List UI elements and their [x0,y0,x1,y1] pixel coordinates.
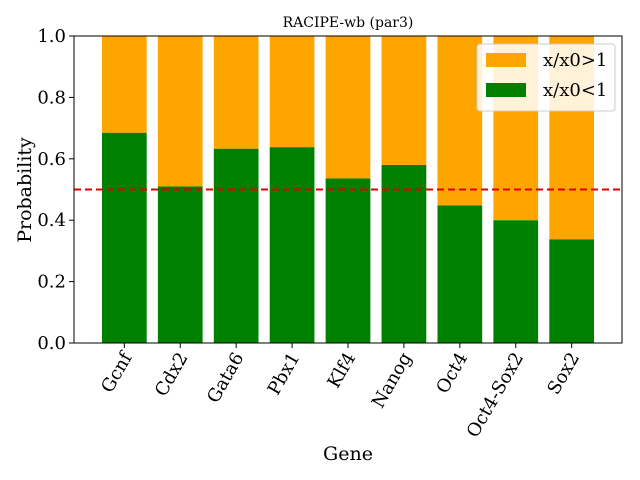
y-tick-label: 0.6 [37,149,66,170]
bar-cdx2-series-1 [157,36,203,187]
x-tick-label-gata6: Gata6 [203,349,248,407]
bar-gcnf-series-1 [101,36,147,133]
bar-oct4-series-0 [437,205,483,343]
legend: x/x0>1 x/x0<1 [476,43,616,112]
y-tick-label: 0.8 [37,87,66,108]
bar-nanog-series-0 [381,164,427,343]
y-axis-label: Probability [14,137,36,243]
bar-klf4-series-1 [325,36,371,179]
bar-gcnf-series-0 [101,132,147,343]
bar-nanog-series-1 [381,36,427,165]
bar-pbx1-series-1 [269,36,315,148]
bar-klf4-series-0 [325,178,371,343]
chart-title: RACIPE-wb (par3) [283,15,414,31]
y-axis: 0.0 0.2 0.4 0.6 0.8 1.0 [37,26,74,354]
bar-gata6-series-1 [213,36,259,149]
x-tick-label-sox2: Sox2 [543,349,584,398]
x-tick-label-pbx1: Pbx1 [264,349,305,399]
bar-sox2-series-0 [549,239,595,343]
legend-swatch [486,83,526,97]
x-tick-label-cdx2: Cdx2 [151,349,193,400]
bar-cdx2-series-0 [157,186,203,343]
bar-oct4-sox2-series-0 [493,220,539,343]
y-tick-label: 0.4 [37,210,66,231]
bar-oct4-series-1 [437,36,483,206]
y-tick-label: 0.2 [37,272,66,293]
x-tick-label-nanog: Nanog [368,349,416,412]
bar-pbx1-series-0 [269,147,315,343]
x-tick-label-klf4: Klf4 [323,349,360,392]
y-tick-label: 1.0 [37,26,66,47]
x-tick-label-oct4: Oct4 [432,349,472,397]
legend-swatch [486,53,526,67]
y-tick-label: 0.0 [37,333,66,354]
legend-label: x/x0<1 [543,80,607,101]
x-axis-label: Gene [323,443,373,465]
x-tick-label-gcnf: Gcnf [97,348,137,397]
x-tick-label-oct4-sox2: Oct4-Sox2 [463,349,528,441]
bar-gata6-series-0 [213,148,259,343]
legend-label: x/x0>1 [543,50,607,71]
